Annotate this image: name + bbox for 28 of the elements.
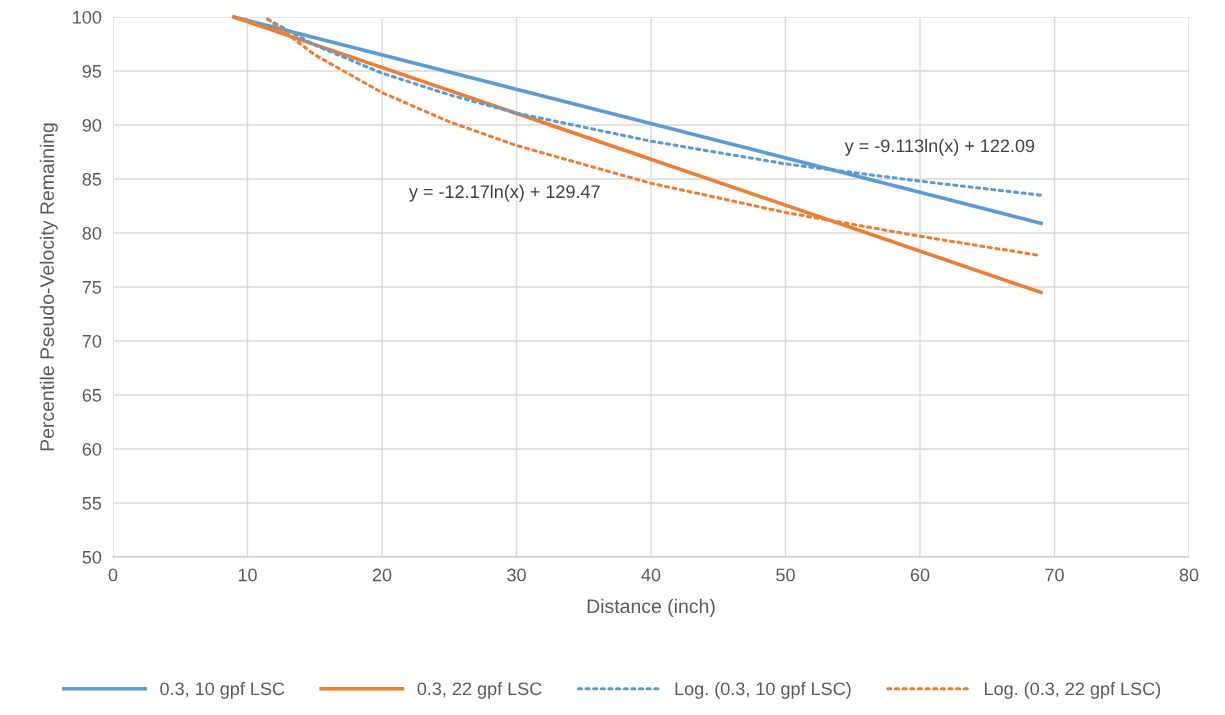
y-tick-label: 65	[82, 388, 102, 402]
y-tick-label: 85	[82, 172, 102, 186]
y-tick-label: 75	[82, 281, 102, 294]
y-tick-label: 95	[82, 64, 102, 78]
x-tick-label: 20	[372, 568, 392, 582]
y-tick-label: 55	[82, 497, 102, 510]
legend-label: Log. (0.3, 22 gpf LSC)	[985, 681, 1161, 699]
y-tick-label: 100	[73, 10, 102, 24]
y-tick-label: 60	[82, 442, 102, 456]
x-tick-label: 0	[108, 568, 118, 582]
x-tick-label: 80	[1179, 568, 1199, 582]
x-tick-label: 30	[507, 568, 526, 582]
x-tick-label: 60	[910, 568, 930, 582]
annotation: y = -9.113ln(x) + 122.09	[844, 138, 1035, 156]
x-tick-label: 10	[238, 568, 257, 582]
y-tick-label: 90	[82, 118, 102, 132]
x-axis-title: Distance (inch)	[587, 598, 715, 617]
legend-label: 0.3, 22 gpf LSC	[417, 681, 542, 699]
y-tick-label: 80	[82, 226, 102, 240]
y-tick-label: 70	[82, 334, 102, 348]
y-tick-label: 50	[82, 550, 102, 564]
x-tick-label: 50	[776, 568, 795, 582]
x-tick-label: 40	[641, 568, 661, 582]
annotation: y = -12.17ln(x) + 129.47	[408, 184, 600, 202]
x-tick-label: 70	[1045, 568, 1064, 582]
y-axis-title: Percentile Pseudo-Velocity Remaining	[39, 123, 58, 451]
legend-label: Log. (0.3, 10 gpf LSC)	[675, 681, 851, 699]
legend-label: 0.3, 10 gpf LSC	[160, 681, 285, 699]
